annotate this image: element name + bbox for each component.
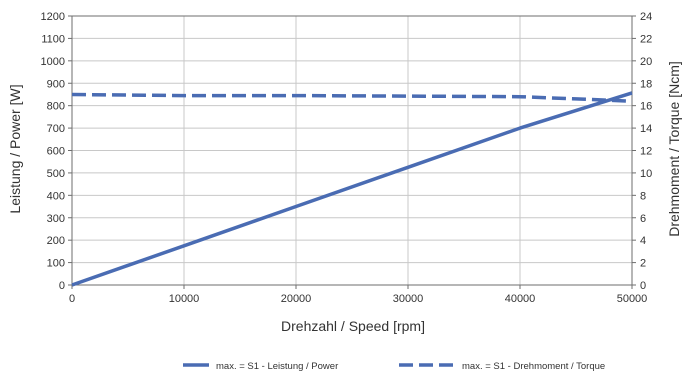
y2-tick-label: 22 — [640, 33, 652, 45]
y-right-axis-title: Drehmoment / Torque [Ncm] — [666, 61, 682, 237]
y2-tick-label: 18 — [640, 78, 652, 90]
y2-tick-label: 24 — [640, 11, 652, 23]
series-layer — [71, 91, 633, 287]
x-tick-label: 40000 — [505, 293, 536, 305]
y2-tick-label: 2 — [640, 258, 646, 270]
y-tick-label: 100 — [47, 258, 65, 270]
plot-frame — [68, 15, 636, 289]
y2-tick-label: 6 — [640, 213, 646, 225]
y-tick-label: 1100 — [41, 33, 65, 45]
x-tick-label: 0 — [69, 293, 75, 305]
y2-tick-label: 8 — [640, 190, 646, 202]
x-tick-label: 10000 — [169, 293, 200, 305]
y-tick-label: 500 — [47, 168, 65, 180]
legend-label-power: max. = S1 - Leistung / Power — [216, 361, 338, 372]
y-tick-label: 1000 — [41, 56, 65, 68]
y2-tick-label: 12 — [640, 146, 652, 158]
y-tick-label: 700 — [47, 123, 65, 135]
y-tick-label: 600 — [47, 146, 65, 158]
x-tick-label: 30000 — [393, 293, 424, 305]
legend: max. = S1 - Leistung / Power max. = S1 -… — [183, 361, 605, 372]
y-tick-label: 300 — [47, 213, 65, 225]
y-left-tick-labels: 0 100 200 300 400 500 600 700 800 900 1000 1100 1200 — [41, 11, 65, 292]
y2-tick-label: 4 — [640, 235, 646, 247]
y-tick-label: 1200 — [41, 11, 65, 23]
legend-label-torque: max. = S1 - Drehmoment / Torque — [462, 361, 605, 372]
y-tick-label: 0 — [59, 280, 65, 292]
y-tick-label: 400 — [47, 190, 65, 202]
y-tick-label: 900 — [47, 78, 65, 90]
y-tick-label: 800 — [47, 101, 65, 113]
grid-lines — [71, 15, 633, 286]
y2-tick-label: 0 — [640, 280, 646, 292]
x-axis-title: Drehzahl / Speed [rpm] — [281, 318, 425, 334]
x-tick-labels: 0 10000 20000 30000 40000 50000 — [69, 293, 647, 305]
y-tick-label: 200 — [47, 235, 65, 247]
y-left-axis-title: Leistung / Power [W] — [7, 84, 23, 213]
y2-tick-label: 16 — [640, 101, 652, 113]
y2-tick-label: 10 — [640, 168, 652, 180]
y2-tick-label: 14 — [640, 123, 652, 135]
y2-tick-label: 20 — [640, 56, 652, 68]
x-tick-label: 20000 — [281, 293, 312, 305]
series-line-torque — [71, 92, 633, 103]
x-tick-label: 50000 — [617, 293, 648, 305]
series-line-power — [71, 91, 633, 287]
